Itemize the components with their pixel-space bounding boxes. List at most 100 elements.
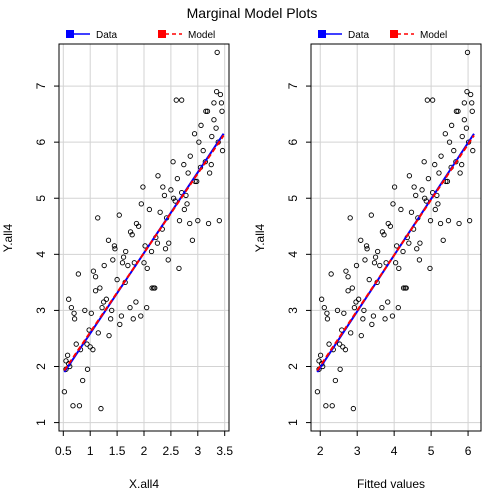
panel-1-y-tick-label: 6	[34, 138, 48, 145]
panel-2-plot-frame	[310, 43, 482, 432]
panel-2-data-point	[364, 246, 370, 252]
panel-1-data-point	[92, 288, 99, 294]
panel-1-data-point	[129, 232, 135, 238]
panel-2-data-point	[385, 299, 391, 305]
panel-1-y-tick-label: 4	[34, 251, 48, 258]
panel-2-y-tick-label: 7	[286, 82, 300, 89]
panel-2-data-point	[363, 243, 370, 249]
panel-2-x-tick-label: 6	[465, 444, 472, 458]
panel-1-data-point	[138, 201, 144, 207]
panel-1-legend-data-label: Data	[96, 30, 118, 41]
panel-1-data-point	[214, 49, 220, 56]
panel-2-data-point	[437, 220, 444, 227]
panel-2-data-point	[453, 108, 460, 114]
panel-2-data-point	[323, 403, 329, 409]
panel-1-grid	[59, 44, 229, 431]
panel-1-data-point	[75, 271, 82, 277]
panel-2-data-point	[358, 237, 364, 243]
panel-1-data-point	[165, 257, 171, 263]
panel-2-data-point	[459, 161, 465, 168]
panel-2-data-point	[324, 310, 330, 316]
panel-2-data-point	[348, 330, 354, 336]
panel-2-grid	[311, 44, 481, 431]
panel-1-data-point	[173, 97, 179, 103]
panel-1-data-point	[135, 223, 142, 229]
panel-1-y-tick-label: 5	[34, 195, 48, 202]
panel-2-data-point	[470, 147, 476, 154]
panel-2-data-point	[377, 262, 383, 269]
panel-2-data-point	[318, 296, 325, 302]
panel-2-data-point	[351, 304, 358, 311]
panel-2-data-point	[396, 265, 402, 271]
panel-1-data-point	[84, 341, 90, 347]
panel-1-data-point	[116, 212, 122, 218]
panel-1-x-axis: 0.5 1 1.5 2 2.5 3 3.5	[55, 431, 233, 458]
panel-2-x-tick-label: 3	[354, 444, 361, 458]
panel-2-data-point	[459, 133, 465, 140]
panel-2-legend-model-label: Model	[420, 30, 447, 41]
panel-2-data-point	[395, 304, 401, 311]
panel-1-y-tick-label: 7	[34, 82, 48, 89]
panel-2-data-point	[360, 316, 366, 322]
panel-1-data-point	[95, 215, 101, 221]
panel-1-data-point	[170, 195, 177, 201]
panel-2-data-point	[375, 248, 381, 255]
panel-2-data-point	[349, 285, 355, 291]
panel-1-data-point	[71, 316, 78, 322]
panel-1-data-point	[185, 170, 191, 176]
panel-1-x-tick-label: 3	[194, 444, 201, 458]
panel-2-data-point	[398, 206, 404, 213]
panel-1-data-point	[66, 296, 72, 302]
panel-1-data-point	[97, 285, 103, 291]
panel-1-data-point	[149, 285, 155, 291]
panel-2-data-point	[456, 220, 462, 227]
panel-1-data-point	[61, 389, 68, 395]
panel-2-data-point	[368, 212, 374, 218]
panel-1-data-point	[181, 206, 187, 213]
panel-1-data-point	[198, 122, 204, 128]
panel-2-data-point	[355, 296, 362, 302]
panel-1-data-point	[88, 310, 94, 316]
panel-2-data-point	[413, 192, 419, 199]
panel-1-data-point	[68, 304, 75, 311]
panel-2-data-point	[371, 260, 378, 266]
panel-1-data-point	[213, 89, 220, 95]
panel-2-data-point	[457, 170, 463, 176]
panel-2-data-point	[317, 352, 324, 358]
panel-1-data-point	[63, 358, 69, 364]
panel-1-data-point	[144, 265, 150, 271]
panel-1-data-point	[64, 352, 71, 358]
panel-2-x-tick-label: 2	[317, 444, 324, 458]
panel-2-data-point	[424, 97, 430, 103]
panel-2-data-point	[466, 218, 473, 224]
panel-1-data-point	[209, 133, 215, 140]
panel-1-data-point	[219, 108, 225, 114]
panel-1-data-point	[87, 344, 93, 350]
panel-1-data-point	[110, 257, 116, 263]
panel-2-data-point	[435, 201, 441, 207]
panel-2-data-point	[328, 271, 334, 277]
panel-1-data-point	[219, 147, 226, 154]
panel-1-data-point	[127, 229, 134, 235]
panel-2-data-point	[370, 313, 377, 319]
panel-2-data-point	[329, 403, 335, 409]
panel-1-data-point	[174, 175, 181, 182]
panel-2-data-point	[340, 344, 346, 350]
panel-1-data-point	[204, 108, 211, 114]
panel-2-y-tick-label: 3	[286, 307, 300, 314]
panel-1-data-point	[101, 299, 107, 305]
panel-1-fit-lines	[63, 133, 225, 373]
panel-2-data-point	[432, 206, 438, 213]
panel-2-data-point	[387, 223, 393, 229]
panel-2-data-point	[419, 187, 425, 193]
panel-1-data-point	[133, 299, 139, 305]
panel-2-data-point	[353, 262, 360, 269]
panel-2-y-axis: 1 2 3 4 5 6 7	[286, 82, 311, 426]
panel-2-x-axis: 2 3 4 5 6	[317, 431, 472, 458]
panel-1-data-point	[127, 304, 133, 311]
panel-1-data-point	[112, 246, 118, 252]
panel-2-data-point	[414, 246, 420, 252]
panel-2-data-point	[341, 310, 347, 316]
panel-1-data-point	[154, 240, 161, 246]
